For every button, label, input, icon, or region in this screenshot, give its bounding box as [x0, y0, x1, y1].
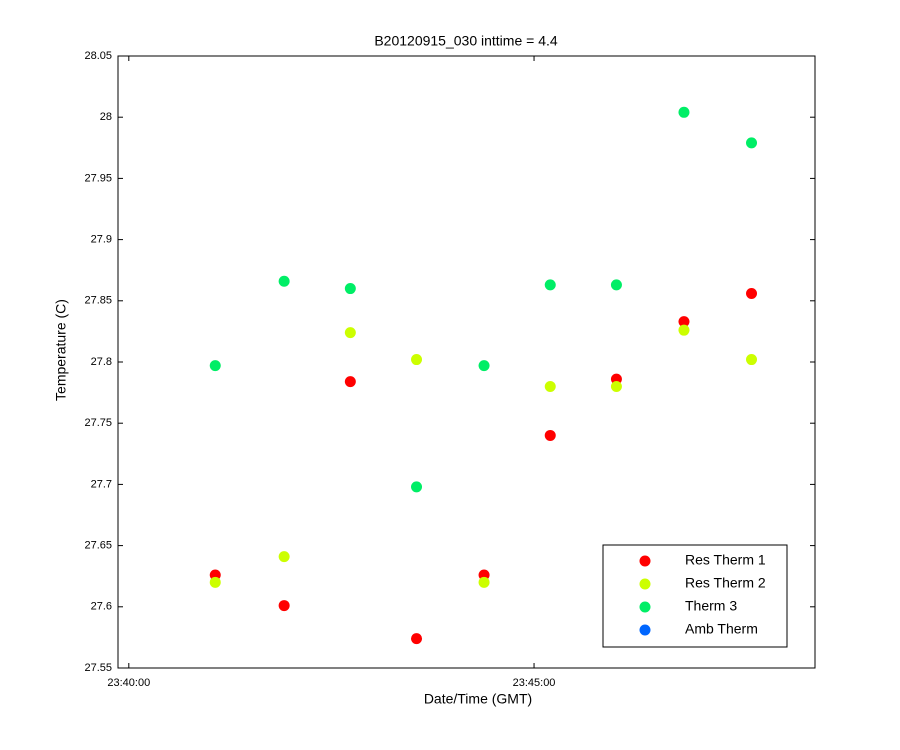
point	[610, 279, 622, 291]
point	[746, 137, 758, 149]
y-tick-label: 27.75	[84, 417, 112, 429]
y-tick-label: 27.9	[91, 234, 112, 246]
legend-label: Amb Therm	[685, 621, 758, 637]
legend-marker	[639, 578, 651, 590]
y-axis-label: Temperature (C)	[53, 299, 69, 401]
point	[678, 106, 690, 118]
legend-marker	[639, 624, 651, 636]
y-tick-label: 27.7	[91, 478, 112, 490]
point	[278, 600, 290, 612]
point	[278, 551, 290, 563]
point	[278, 275, 290, 287]
legend-marker	[639, 555, 651, 567]
y-tick-label: 28	[100, 111, 112, 123]
y-tick-label: 28.05	[84, 50, 112, 62]
point	[344, 283, 356, 295]
point	[544, 279, 556, 291]
point	[411, 633, 423, 645]
x-tick-label: 23:45:00	[513, 677, 556, 689]
legend-label: Res Therm 2	[685, 575, 766, 591]
y-tick-label: 27.8	[91, 356, 112, 368]
y-tick-label: 27.65	[84, 540, 112, 552]
x-axis-label: Date/Time (GMT)	[424, 691, 532, 707]
point	[344, 327, 356, 339]
point	[344, 376, 356, 388]
point	[209, 360, 221, 372]
x-tick-label: 23:40:00	[107, 677, 150, 689]
point	[746, 287, 758, 299]
legend-marker	[639, 601, 651, 613]
point	[678, 316, 690, 328]
y-tick-label: 27.85	[84, 295, 112, 307]
point	[478, 360, 490, 372]
chart-title: B20120915_030 inttime = 4.4	[374, 33, 558, 49]
point	[478, 576, 490, 588]
legend-box	[602, 544, 788, 648]
legend-label: Res Therm 1	[685, 552, 766, 568]
legend-label: Therm 3	[685, 598, 737, 614]
point	[544, 380, 556, 392]
y-tick-label: 27.55	[84, 662, 112, 674]
point	[411, 481, 423, 493]
y-tick-label: 27.6	[91, 601, 112, 613]
point	[209, 576, 221, 588]
point	[746, 354, 758, 366]
point	[411, 354, 423, 366]
point	[544, 429, 556, 441]
y-tick-label: 27.95	[84, 172, 112, 184]
point	[610, 380, 622, 392]
point	[678, 324, 690, 336]
